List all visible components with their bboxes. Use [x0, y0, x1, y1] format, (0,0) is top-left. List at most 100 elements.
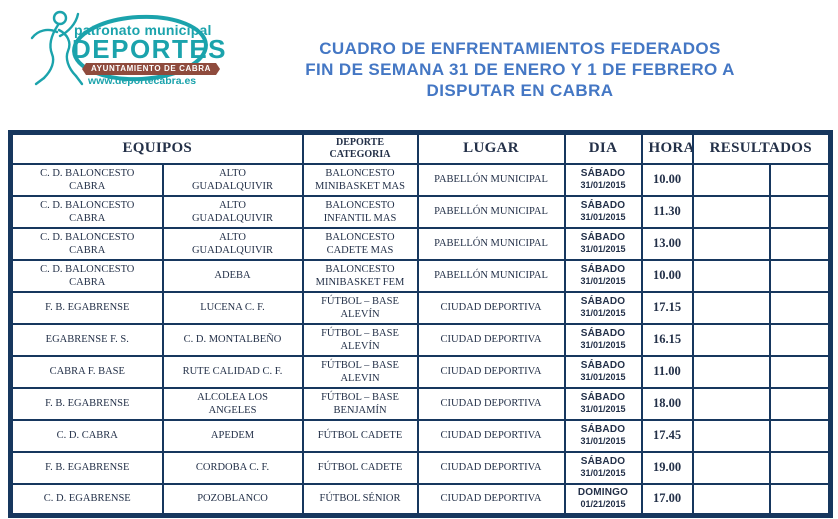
- time-cell: 16.15: [640, 322, 694, 357]
- venue-cell: CIUDAD DEPORTIVA: [416, 450, 566, 485]
- home-team-cell: C. D. BALONCESTO CABRA: [9, 226, 164, 261]
- table-header-row: EQUIPOS DEPORTE CATEGORIA LUGAR DIA HORA…: [9, 131, 832, 165]
- day-name: DOMINGO: [577, 487, 629, 499]
- time-cell: 19.00: [640, 450, 694, 485]
- result-home-cell: [691, 450, 771, 485]
- venue-cell: PABELLÓN MUNICIPAL: [416, 194, 566, 229]
- logo-text-patronato: patronato municipal: [74, 22, 212, 38]
- venue-cell: CIUDAD DEPORTIVA: [416, 322, 566, 357]
- day-cell: SÁBADO 31/01/2015: [563, 322, 643, 357]
- day-date: 31/01/2015: [580, 212, 626, 222]
- header-equipos: EQUIPOS: [9, 131, 304, 165]
- day-name: SÁBADO: [580, 264, 626, 275]
- away-team-cell: ALTO GUADALQUIVIR: [161, 194, 304, 229]
- result-away-cell: [768, 322, 832, 357]
- home-team-cell: EGABRENSE F. S.: [9, 322, 164, 357]
- header-resultados: RESULTADOS: [691, 131, 832, 165]
- day-cell: SÁBADO 31/01/2015: [563, 418, 643, 453]
- venue-cell: PABELLÓN MUNICIPAL: [416, 226, 566, 261]
- day-date: 31/01/2015: [580, 276, 626, 286]
- day-name: SÁBADO: [580, 424, 626, 435]
- page-header: patronato municipal DEPORTES AYUNTAMIENT…: [0, 0, 838, 128]
- sport-category-cell: BALONCESTO MINIBASKET MAS: [301, 162, 419, 197]
- day-name: SÁBADO: [580, 232, 626, 243]
- table-row: F. B. EGABRENSE ALCOLEA LOS ANGELES FÚTBOL…: [9, 386, 832, 421]
- day-date: 31/01/2015: [580, 372, 626, 382]
- home-team-cell: C. D. CABRA: [9, 418, 164, 453]
- home-team-cell: C. D. BALONCESTO CABRA: [9, 162, 164, 197]
- day-name: SÁBADO: [580, 456, 626, 467]
- logo: patronato municipal DEPORTES AYUNTAMIENT…: [22, 4, 227, 90]
- table-row: C. D. BALONCESTO CABRA ALTO GUADALQUIVIR B…: [9, 162, 832, 197]
- day-name: SÁBADO: [580, 392, 626, 403]
- schedule-table-body: C. D. BALONCESTO CABRA ALTO GUADALQUIVIR B…: [9, 162, 832, 517]
- home-team-cell: F. B. EGABRENSE: [9, 386, 164, 421]
- away-team-cell: CORDOBA C. F.: [161, 450, 304, 485]
- sport-category-cell: BALONCESTO MINIBASKET FEM: [301, 258, 419, 293]
- sport-category-cell: FÚTBOL – BASE ALEVÍN: [301, 290, 419, 325]
- result-away-cell: [768, 386, 832, 421]
- day-name: SÁBADO: [580, 328, 626, 339]
- venue-cell: PABELLÓN MUNICIPAL: [416, 258, 566, 293]
- result-home-cell: [691, 290, 771, 325]
- away-team-cell: ALTO GUADALQUIVIR: [161, 226, 304, 261]
- day-date: 01/21/2015: [580, 499, 626, 510]
- schedule-table: EQUIPOS DEPORTE CATEGORIA LUGAR DIA HORA…: [8, 130, 833, 518]
- away-team-cell: LUCENA C. F.: [161, 290, 304, 325]
- result-home-cell: [691, 322, 771, 357]
- day-cell: SÁBADO 31/01/2015: [563, 226, 643, 261]
- away-team-cell: RUTE CALIDAD C. F.: [161, 354, 304, 389]
- time-cell: 13.00: [640, 226, 694, 261]
- time-cell: 10.00: [640, 258, 694, 293]
- away-team-cell: POZOBLANCO: [161, 482, 304, 517]
- logo-website-url: www.deportecabra.es: [88, 75, 197, 87]
- result-away-cell: [768, 194, 832, 229]
- result-home-cell: [691, 162, 771, 197]
- day-cell: SÁBADO 31/01/2015: [563, 258, 643, 293]
- day-date: 31/01/2015: [580, 468, 626, 478]
- result-away-cell: [768, 418, 832, 453]
- home-team-cell: F. B. EGABRENSE: [9, 450, 164, 485]
- day-cell: SÁBADO 31/01/2015: [563, 386, 643, 421]
- result-home-cell: [691, 386, 771, 421]
- venue-cell: CIUDAD DEPORTIVA: [416, 418, 566, 453]
- time-cell: 11.00: [640, 354, 694, 389]
- day-date: 31/01/2015: [580, 404, 626, 414]
- day-date: 31/01/2015: [580, 308, 626, 318]
- day-cell: DOMINGO 01/21/2015: [563, 482, 643, 517]
- time-cell: 17.45: [640, 418, 694, 453]
- result-home-cell: [691, 354, 771, 389]
- result-away-cell: [768, 290, 832, 325]
- day-name: SÁBADO: [580, 296, 626, 307]
- away-team-cell: ALCOLEA LOS ANGELES: [161, 386, 304, 421]
- sport-category-cell: FÚTBOL – BASE ALEVÍN: [301, 322, 419, 357]
- day-name: SÁBADO: [580, 360, 626, 371]
- day-cell: SÁBADO 31/01/2015: [563, 450, 643, 485]
- away-team-cell: C. D. MONTALBEÑO: [161, 322, 304, 357]
- day-name: SÁBADO: [580, 200, 626, 211]
- venue-cell: CIUDAD DEPORTIVA: [416, 354, 566, 389]
- result-away-cell: [768, 450, 832, 485]
- header-lugar: LUGAR: [416, 131, 566, 165]
- sport-category-cell: BALONCESTO CADETE MAS: [301, 226, 419, 261]
- title-line-2: FIN DE SEMANA 31 DE ENERO Y 1 DE FEBRERO…: [305, 60, 735, 79]
- time-cell: 11.30: [640, 194, 694, 229]
- header-hora: HORA: [640, 131, 694, 165]
- table-row: C. D. EGABRENSE POZOBLANCO FÚTBOL SÉNIOR CI…: [9, 482, 832, 517]
- home-team-cell: F. B. EGABRENSE: [9, 290, 164, 325]
- title-line-3: DISPUTAR EN CABRA: [426, 81, 614, 100]
- result-home-cell: [691, 258, 771, 293]
- header-deporte-categoria: DEPORTE CATEGORIA: [301, 131, 419, 165]
- day-date: 31/01/2015: [580, 436, 626, 446]
- result-home-cell: [691, 194, 771, 229]
- venue-cell: PABELLÓN MUNICIPAL: [416, 162, 566, 197]
- result-away-cell: [768, 258, 832, 293]
- sport-category-cell: FÚTBOL CADETE: [301, 418, 419, 453]
- day-cell: SÁBADO 31/01/2015: [563, 354, 643, 389]
- day-date: 31/01/2015: [580, 244, 626, 254]
- result-away-cell: [768, 354, 832, 389]
- result-home-cell: [691, 418, 771, 453]
- sport-category-cell: FÚTBOL – BASE BENJAMÍN: [301, 386, 419, 421]
- day-date: 31/01/2015: [580, 180, 626, 190]
- away-team-cell: ALTO GUADALQUIVIR: [161, 162, 304, 197]
